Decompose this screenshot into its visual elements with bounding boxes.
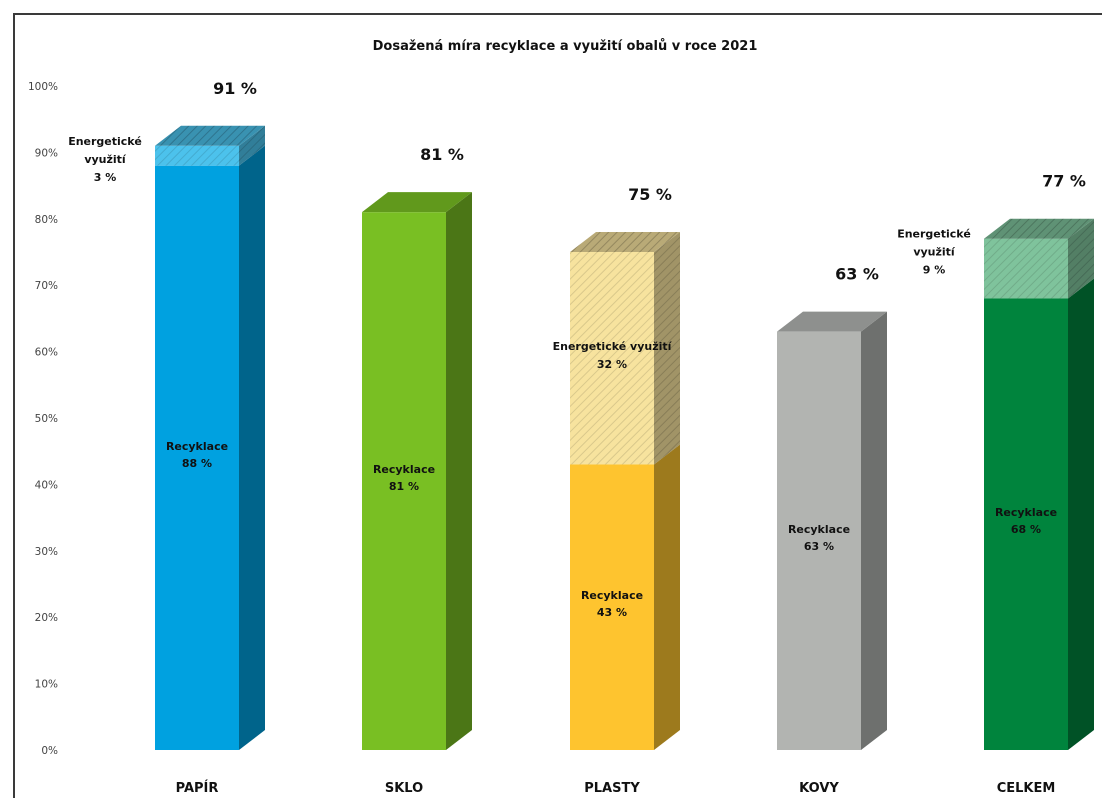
bar-recyklace xyxy=(155,165,239,750)
bar-recyklace-side xyxy=(239,145,265,750)
y-tick-label: 50% xyxy=(35,413,58,425)
chart-title: Dosažená míra recyklace a využití obalů … xyxy=(373,39,758,54)
y-tick-label: 10% xyxy=(35,679,58,691)
segment-label: Energetické xyxy=(68,135,142,148)
category-label: SKLO xyxy=(385,781,423,796)
total-label: 63 % xyxy=(835,265,879,284)
bar-recyklace xyxy=(570,464,654,750)
bar-energeticke xyxy=(155,145,239,166)
category-label: KOVY xyxy=(799,781,839,796)
segment-label: 81 % xyxy=(389,480,419,493)
bar-energeticke-side xyxy=(239,125,265,166)
y-tick-label: 30% xyxy=(35,546,58,558)
y-tick-label: 40% xyxy=(35,479,58,491)
category-label: CELKEM xyxy=(997,781,1056,796)
bar-top xyxy=(362,192,472,213)
bar-energeticke xyxy=(570,252,654,465)
y-tick-label: 70% xyxy=(35,280,58,292)
segment-label: 32 % xyxy=(597,358,627,371)
bar-recyklace-side xyxy=(861,311,887,750)
bar-recyklace xyxy=(984,298,1068,750)
y-tick-label: 90% xyxy=(35,147,58,159)
segment-label: Energetické xyxy=(897,228,971,241)
total-label: 75 % xyxy=(628,185,672,204)
y-tick-label: 100% xyxy=(28,81,58,93)
bar-recyklace-side xyxy=(446,192,472,750)
y-axis: 0% 10% 20% 30% 40% 50% 60% 70% 80% 90% 100% xyxy=(28,81,58,757)
category-label: PLASTY xyxy=(584,781,640,796)
bar-top xyxy=(155,125,265,146)
y-tick-label: 60% xyxy=(35,347,58,359)
y-tick-label: 20% xyxy=(35,612,58,624)
bar-top xyxy=(570,232,680,252)
bar-energeticke-side xyxy=(654,232,680,465)
total-label: 81 % xyxy=(420,145,464,164)
bar-recyklace-side xyxy=(1068,278,1094,750)
total-label: 91 % xyxy=(213,79,257,98)
segment-label: využití xyxy=(84,153,127,166)
segment-label: Recyklace xyxy=(788,523,850,536)
bar-recyklace-side xyxy=(654,444,680,750)
segment-label: Energetické využití xyxy=(553,340,673,353)
segment-label: 43 % xyxy=(597,606,627,619)
bar-energeticke-side xyxy=(1068,218,1094,299)
labels: PAPÍR 91 % Recyklace 88 % Energetické využití… xyxy=(68,79,1086,796)
segment-label: Recyklace xyxy=(995,506,1057,519)
segment-label: 9 % xyxy=(923,264,946,277)
bar-recyklace xyxy=(777,331,861,750)
segment-label: 63 % xyxy=(804,540,834,553)
segment-label: Recyklace xyxy=(373,463,435,476)
y-tick-label: 0% xyxy=(41,745,58,757)
y-tick-label: 80% xyxy=(35,214,58,226)
segment-label: 68 % xyxy=(1011,523,1041,536)
segment-label: využití xyxy=(913,246,956,259)
bar-energeticke xyxy=(984,238,1068,299)
total-label: 77 % xyxy=(1042,172,1086,191)
segment-label: 88 % xyxy=(182,457,212,470)
segment-label: Recyklace xyxy=(581,589,643,602)
bar-recyklace xyxy=(362,212,446,750)
category-label: PAPÍR xyxy=(176,780,219,796)
segment-label: Recyklace xyxy=(166,440,228,453)
bars xyxy=(155,125,1094,750)
bar-top xyxy=(984,218,1094,239)
segment-label: 3 % xyxy=(94,171,117,184)
bar-top xyxy=(777,311,887,332)
